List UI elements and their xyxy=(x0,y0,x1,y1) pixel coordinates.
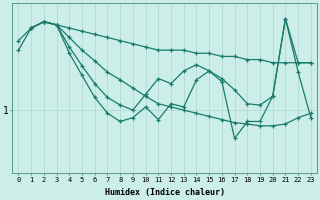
X-axis label: Humidex (Indice chaleur): Humidex (Indice chaleur) xyxy=(105,188,225,197)
